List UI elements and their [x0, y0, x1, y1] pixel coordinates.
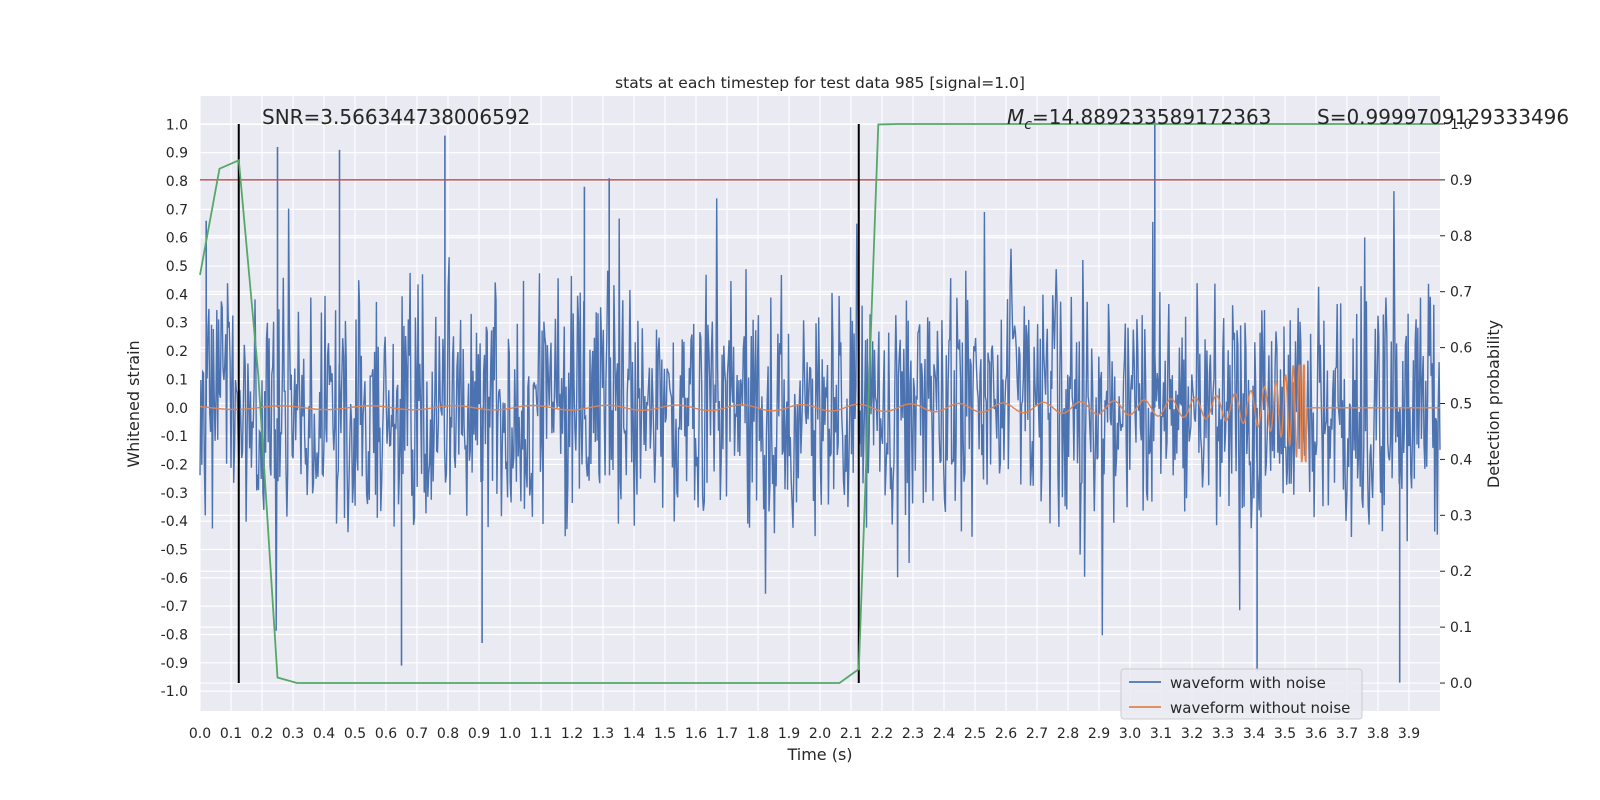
x-tick-label: 3.6: [1305, 726, 1327, 742]
y-axis-label: Whitened strain: [124, 340, 143, 467]
x-tick-labels: 0.0 0.1 0.2 0.3 0.4 0.5 0.6 0.7 0.8 0.9 1.0 1.1 1.2 1…: [189, 726, 1420, 742]
x-tick-label: 1.1: [530, 726, 552, 742]
x-tick-label: 0.5: [344, 726, 366, 742]
x-tick-label: 2.6: [995, 726, 1017, 742]
x-tick-label: 1.4: [623, 726, 645, 742]
s-annotation: S=0.9999709129333496: [1317, 105, 1569, 129]
legend-box: [1120, 668, 1363, 720]
y-tick-label: 0.7: [166, 202, 188, 218]
legend: waveform with noise waveform without noi…: [1120, 668, 1363, 720]
legend-label-clean: waveform without noise: [1170, 699, 1350, 717]
x-tick-label: 0.7: [406, 726, 428, 742]
right-tick-label: 0.7: [1450, 285, 1472, 301]
x-tick-label: 3.5: [1274, 726, 1296, 742]
y-tick-label: 0.8: [166, 174, 188, 190]
x-tick-label: 1.6: [685, 726, 707, 742]
mc-symbol: M: [1007, 105, 1024, 129]
y-tick-label: -0.4: [161, 514, 188, 530]
noise-series: [199, 121, 1441, 683]
right-tick-label: 0.8: [1450, 229, 1472, 245]
right-tick-label: 0.5: [1450, 397, 1472, 413]
x-axis-label: Time (s): [786, 745, 852, 764]
x-tick-label: 2.7: [1026, 726, 1048, 742]
right-tick-label: 0.0: [1450, 676, 1472, 692]
y-tick-label: -0.7: [161, 599, 188, 615]
x-tick-label: 0.9: [468, 726, 490, 742]
y-tick-label: 0.0: [166, 401, 188, 417]
right-tick-labels: 1.0 0.9 0.8 0.7 0.6 0.5 0.4 0.3 0.2 0.1 0.0: [1450, 117, 1472, 692]
vertical-markers: [237, 123, 860, 684]
mc-annotation: Mc=14.889233589172363: [1007, 105, 1271, 133]
x-tick-label: 0.3: [282, 726, 304, 742]
x-tick-label: 2.8: [1057, 726, 1079, 742]
y-tick-label: 0.2: [166, 344, 188, 360]
x-tick-label: 0.6: [375, 726, 397, 742]
x-tick-label: 2.3: [902, 726, 924, 742]
x-tick-label: 1.2: [561, 726, 583, 742]
series-line-waveform-without-noise: [199, 364, 1440, 463]
y-tick-label: 0.5: [166, 259, 188, 275]
right-tick-label: 0.4: [1450, 452, 1472, 468]
right-tick-label: 0.9: [1450, 173, 1472, 189]
x-tick-label: 1.7: [716, 726, 738, 742]
x-tick-label: 1.9: [778, 726, 800, 742]
y-right-axis-label: Detection probability: [1484, 320, 1503, 488]
series-line-detection-probability: [199, 123, 1440, 684]
mc-subscript: c: [1024, 117, 1032, 133]
x-tick-label: 2.0: [809, 726, 831, 742]
x-tick-label: 0.8: [437, 726, 459, 742]
y-tick-label: 0.1: [166, 372, 188, 388]
x-tick-label: 1.8: [747, 726, 769, 742]
y-gridlines: [200, 123, 1440, 692]
x-tick-label: 1.5: [654, 726, 676, 742]
x-tick-label: 3.0: [1119, 726, 1141, 742]
y-tick-label: 0.6: [166, 231, 188, 247]
x-tick-label: 2.5: [964, 726, 986, 742]
y-tick-label: -1.0: [161, 684, 188, 700]
x-tick-label: 1.0: [499, 726, 521, 742]
x-tick-label: 1.3: [592, 726, 614, 742]
x-tick-label: 0.4: [313, 726, 335, 742]
right-tick-label: 0.6: [1450, 341, 1472, 357]
x-tick-label: 3.4: [1243, 726, 1265, 742]
right-tick-label: 0.1: [1450, 620, 1472, 636]
y-tick-label: -0.6: [161, 571, 188, 587]
mc-value: =14.889233589172363: [1032, 105, 1271, 129]
y-tick-label: -0.2: [161, 457, 188, 473]
x-tick-label: 3.9: [1398, 726, 1420, 742]
y-tick-label: 0.4: [166, 287, 188, 303]
y-tick-label: 0.9: [166, 146, 188, 162]
x-tick-label: 3.2: [1181, 726, 1203, 742]
x-tick-label: 0.1: [220, 726, 242, 742]
right-tick-label: 1.0: [1450, 117, 1472, 133]
x-tick-label: 2.1: [840, 726, 862, 742]
x-tick-label: 2.2: [871, 726, 893, 742]
y-tick-label: -0.9: [161, 656, 188, 672]
y-tick-label: 1.0: [166, 117, 188, 133]
y-tick-label: -0.8: [161, 627, 188, 643]
y-tick-labels: 1.0 0.9 0.8 0.7 0.6 0.5 0.4 0.3 0.2 0.1 0.0 -0.1 -0.…: [161, 117, 188, 700]
x-tick-label: 3.8: [1367, 726, 1389, 742]
y-tick-label: -0.1: [161, 429, 188, 445]
right-tick-label: 0.2: [1450, 564, 1472, 580]
x-tick-label: 3.3: [1212, 726, 1234, 742]
chart-title: stats at each timestep for test data 985…: [615, 74, 1025, 92]
x-tick-label: 0.0: [189, 726, 211, 742]
snr-annotation: SNR=3.566344738006592: [262, 105, 530, 129]
right-tick-label: 0.3: [1450, 508, 1472, 524]
legend-label-noise: waveform with noise: [1170, 674, 1326, 692]
series-path-waveform-with-noise: [199, 191, 1441, 636]
x-tick-label: 3.1: [1150, 726, 1172, 742]
y-tick-label: 0.3: [166, 316, 188, 332]
y-tick-label: -0.5: [161, 542, 188, 558]
y-tick-label: -0.3: [161, 486, 188, 502]
x-tick-label: 0.2: [251, 726, 273, 742]
x-tick-label: 3.7: [1336, 726, 1358, 742]
x-tick-label: 2.4: [933, 726, 955, 742]
x-tick-label: 2.9: [1088, 726, 1110, 742]
